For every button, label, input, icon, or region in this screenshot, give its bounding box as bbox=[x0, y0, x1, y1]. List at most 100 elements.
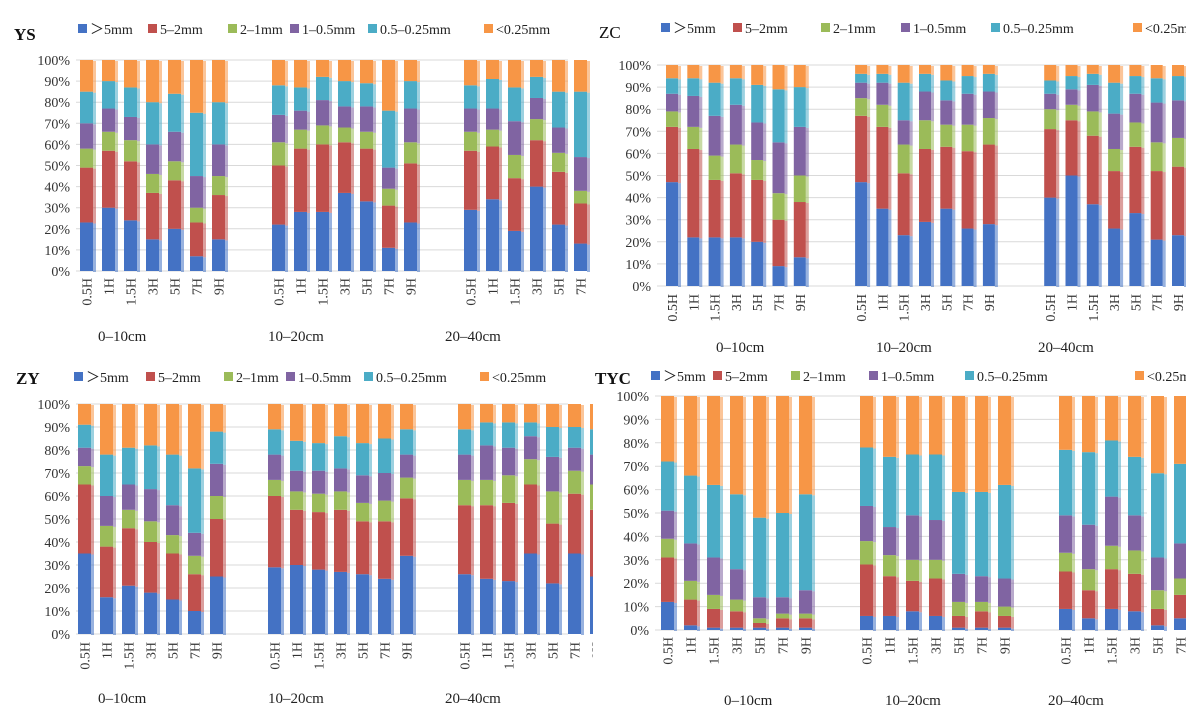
legend-label: ＞5mm bbox=[90, 23, 133, 38]
bar-segment-side bbox=[988, 577, 991, 603]
bar-segment-side bbox=[873, 616, 876, 631]
x-tick-label: 9H bbox=[591, 642, 594, 659]
bar-segment-side bbox=[784, 267, 788, 287]
bar-segment-side bbox=[135, 586, 138, 635]
bar-segment-side bbox=[201, 575, 204, 612]
x-tick-label: 1H bbox=[487, 278, 502, 295]
y-tick-label: 40% bbox=[44, 181, 70, 196]
bar-segment bbox=[272, 85, 285, 115]
bar-segment bbox=[661, 510, 674, 539]
bar-segment-side bbox=[965, 602, 968, 617]
bar-segment-side bbox=[329, 61, 332, 78]
bar-segment bbox=[290, 470, 303, 492]
bar-segment-side bbox=[417, 109, 420, 144]
bar-segment-side bbox=[1184, 167, 1186, 237]
bar-segment-side bbox=[784, 220, 788, 268]
y-tick-label: 30% bbox=[623, 554, 649, 569]
bar-segment bbox=[1150, 171, 1163, 240]
bar-segment bbox=[729, 104, 742, 145]
bar-segment bbox=[524, 404, 537, 423]
bar-segment bbox=[860, 541, 873, 565]
bar-segment-side bbox=[1118, 397, 1121, 442]
bar-segment-side bbox=[1141, 551, 1144, 575]
x-tick-label: 7H bbox=[383, 278, 398, 295]
bar-segment bbox=[78, 484, 91, 554]
bar-segment-side bbox=[743, 628, 746, 631]
x-tick-label: 1H bbox=[295, 278, 310, 295]
bar-segment bbox=[190, 207, 203, 223]
bar-segment bbox=[1044, 197, 1057, 286]
y-tick-label: 80% bbox=[625, 103, 651, 118]
bar-segment-side bbox=[285, 225, 288, 272]
bar-segment-side bbox=[805, 88, 809, 128]
bar-segment bbox=[574, 243, 587, 271]
bar-segment-side bbox=[159, 193, 162, 241]
bar-segment bbox=[360, 131, 373, 149]
bar-segment bbox=[1108, 65, 1121, 83]
bar-segment bbox=[360, 106, 373, 132]
bar-segment-side bbox=[369, 503, 372, 523]
bar-segment-side bbox=[1141, 94, 1145, 124]
bar-segment bbox=[666, 78, 678, 94]
bar-segment-side bbox=[1141, 147, 1145, 215]
bar-segment-side bbox=[1120, 149, 1124, 173]
bar-segment-side bbox=[201, 612, 204, 635]
bar-segment bbox=[122, 509, 135, 529]
bar-segment bbox=[707, 608, 720, 628]
bar-segment bbox=[272, 165, 285, 225]
bar-segment-side bbox=[896, 556, 899, 578]
bar-segment bbox=[480, 479, 493, 506]
x-tick-label: 1.5H bbox=[123, 642, 138, 670]
bar-segment bbox=[568, 447, 581, 471]
bar-segment-side bbox=[766, 397, 769, 519]
bar-segment-side bbox=[1164, 591, 1167, 610]
bar-segment bbox=[400, 555, 413, 634]
bar-segment bbox=[338, 192, 351, 271]
bar-segment bbox=[190, 176, 203, 208]
bar-segment bbox=[1105, 440, 1118, 497]
bar-segment-side bbox=[697, 600, 700, 627]
bar-segment bbox=[552, 152, 565, 172]
bar-segment bbox=[78, 553, 91, 634]
bar-segment-side bbox=[391, 439, 394, 474]
bar-segment bbox=[590, 509, 593, 577]
bar-segment bbox=[772, 65, 785, 90]
bar-segment bbox=[940, 80, 953, 101]
bar-segment bbox=[929, 454, 942, 521]
bar-segment-side bbox=[537, 437, 540, 461]
bar-segment-side bbox=[988, 612, 991, 629]
bar-segment-side bbox=[1118, 570, 1121, 610]
bar-segment bbox=[144, 592, 157, 634]
bar-segment-side bbox=[493, 446, 496, 481]
bar-segment-side bbox=[763, 242, 767, 287]
bar-segment bbox=[78, 404, 91, 425]
bar-segment bbox=[546, 456, 559, 492]
bar-segment-side bbox=[952, 147, 956, 210]
bar-segment-side bbox=[201, 533, 204, 557]
bar-segment-side bbox=[93, 92, 96, 125]
bar-segment bbox=[860, 615, 873, 630]
bar-segment-side bbox=[285, 115, 288, 144]
bar-segment-side bbox=[157, 490, 160, 523]
bar-segment-side bbox=[581, 494, 584, 555]
bar-segment-side bbox=[417, 82, 420, 110]
bar-segment bbox=[708, 115, 721, 156]
bar-segment bbox=[751, 160, 764, 180]
bar-segment bbox=[751, 241, 764, 286]
bar-segment-side bbox=[789, 628, 792, 631]
bar-segment bbox=[919, 65, 931, 74]
bar-segment bbox=[687, 78, 700, 96]
bar-segment bbox=[272, 114, 285, 143]
x-tick-label: 1.5H bbox=[317, 278, 332, 306]
bar-segment-side bbox=[347, 572, 350, 635]
bar-segment bbox=[753, 396, 766, 518]
bar-segment bbox=[876, 208, 889, 286]
bar-segment bbox=[1082, 524, 1095, 570]
bar-segment bbox=[1174, 618, 1186, 630]
bar-segment-side bbox=[805, 203, 809, 259]
x-tick-label: 5H bbox=[754, 637, 769, 654]
bar-segment-side bbox=[741, 174, 745, 239]
bar-segment-side bbox=[581, 405, 584, 428]
bar-segment bbox=[166, 553, 179, 600]
bar-segment bbox=[210, 576, 223, 634]
